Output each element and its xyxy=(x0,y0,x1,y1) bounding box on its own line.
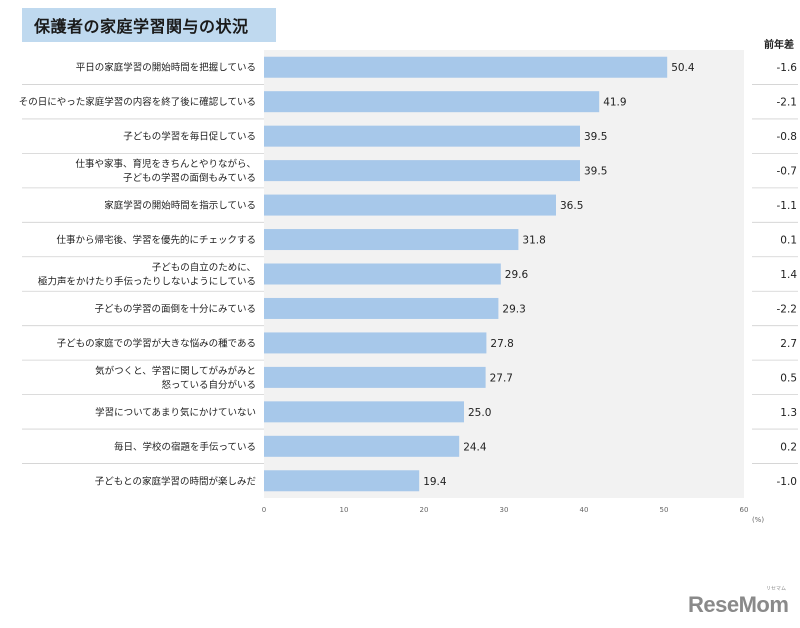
value-label: 50.4 xyxy=(671,62,695,74)
bar xyxy=(264,56,668,78)
value-label: 27.8 xyxy=(490,338,513,350)
bar xyxy=(264,91,600,113)
bar xyxy=(264,470,420,492)
diff-value: -2.2 xyxy=(777,303,798,315)
value-label: 39.5 xyxy=(584,166,607,178)
chart-title: 保護者の家庭学習関与の状況 xyxy=(22,8,276,42)
bar xyxy=(264,263,501,285)
category-label: 子どもの学習の面倒を十分にみている xyxy=(94,303,256,315)
category-label: 仕事から帰宅後、学習を優先的にチェックする xyxy=(56,234,256,246)
value-label: 29.3 xyxy=(502,303,525,315)
diff-value: 1.3 xyxy=(780,407,797,419)
category-label: 仕事や家事、育児をきちんとやりながら、子どもの学習の面倒もみている xyxy=(75,158,256,184)
bar xyxy=(264,194,556,216)
year-diff-header: 前年差 xyxy=(764,40,794,51)
value-label: 29.6 xyxy=(505,269,529,281)
value-label: 27.7 xyxy=(490,372,513,384)
category-label: 家庭学習の開始時間を指示している xyxy=(104,200,256,212)
diff-value: -1.1 xyxy=(777,200,798,212)
diff-value: -0.8 xyxy=(777,131,798,143)
diff-value: -1.6 xyxy=(777,62,798,74)
x-tick-label: 50 xyxy=(660,506,669,514)
diff-value: -2.1 xyxy=(777,97,798,109)
x-unit-label: (%) xyxy=(752,516,764,524)
bar xyxy=(264,297,499,319)
x-tick-label: 60 xyxy=(740,506,749,514)
bar xyxy=(264,332,487,354)
diff-value: 0.1 xyxy=(780,235,797,247)
diff-value: 0.5 xyxy=(780,372,797,384)
category-label: その日にやった家庭学習の内容を終了後に確認している xyxy=(19,96,256,108)
x-tick-label: 30 xyxy=(500,506,509,514)
x-tick-label: 20 xyxy=(420,506,429,514)
value-label: 25.0 xyxy=(468,407,491,419)
diff-value: -1.0 xyxy=(777,476,798,488)
bar xyxy=(264,435,460,457)
category-label: 子どもの自立のために、極力声をかけたり手伝ったりしないようにしている xyxy=(38,262,256,288)
diff-value: 0.2 xyxy=(780,441,797,453)
category-label: 気がつくと、学習に関してがみがみと怒っている自分がいる xyxy=(95,365,256,391)
diff-value: -0.7 xyxy=(777,166,798,178)
bar xyxy=(264,160,580,182)
diff-value: 2.7 xyxy=(780,338,797,350)
bar xyxy=(264,229,519,251)
bar xyxy=(264,401,464,423)
category-label: 子どもとの家庭学習の時間が楽しみだ xyxy=(95,475,257,487)
category-label: 学習についてあまり気にかけていない xyxy=(95,406,256,418)
diff-value: 1.4 xyxy=(780,269,797,281)
bar xyxy=(264,366,486,388)
x-tick-label: 10 xyxy=(340,506,349,514)
category-label: 子どもの家庭での学習が大きな悩みの種である xyxy=(57,337,256,349)
value-label: 36.5 xyxy=(560,200,583,212)
resemom-logo: ReseMom xyxy=(688,592,789,617)
x-tick-label: 40 xyxy=(580,506,589,514)
resemom-logo-kana: リセマム xyxy=(766,586,787,592)
value-label: 19.4 xyxy=(423,476,447,488)
value-label: 31.8 xyxy=(522,235,545,247)
category-label: 子どもの学習を毎日促している xyxy=(123,131,256,143)
value-label: 24.4 xyxy=(463,441,487,453)
category-label: 平日の家庭学習の開始時間を把握している xyxy=(76,62,256,74)
value-label: 39.5 xyxy=(584,131,607,143)
bar xyxy=(264,125,580,147)
category-label: 毎日、学校の宿題を手伝っている xyxy=(114,441,256,453)
x-tick-label: 0 xyxy=(262,506,266,514)
value-label: 41.9 xyxy=(603,97,626,109)
